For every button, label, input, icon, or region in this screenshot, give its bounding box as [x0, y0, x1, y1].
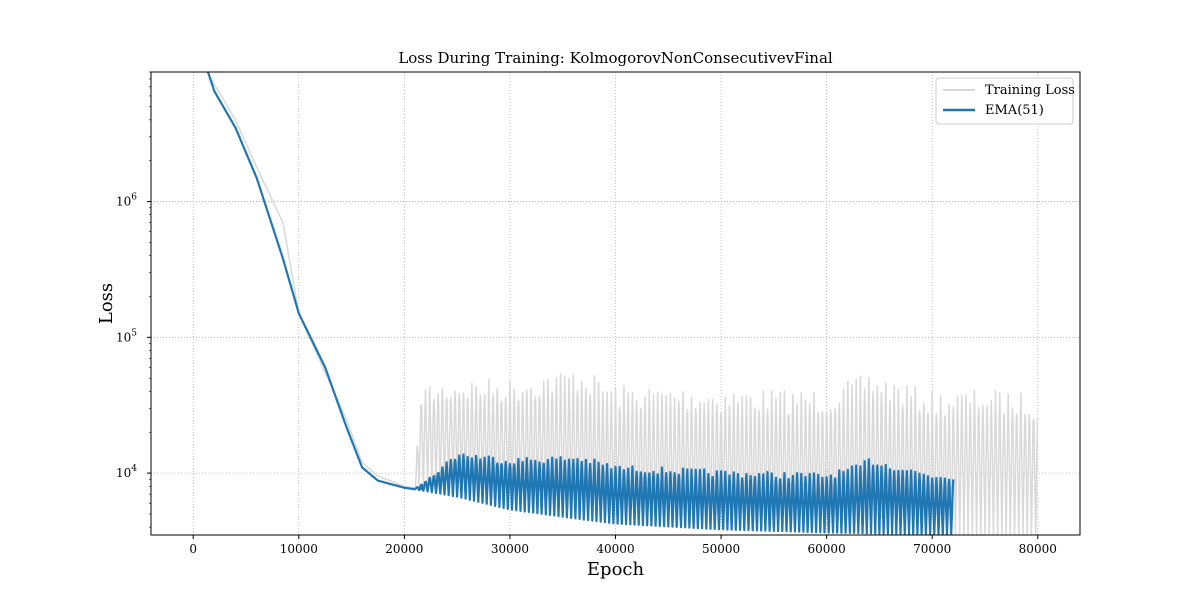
legend: Training Loss EMA(51) [935, 77, 1075, 125]
legend-label-training-loss: Training Loss [985, 83, 1075, 98]
series-line-ema [206, 72, 955, 535]
y-tick-label: 104 [116, 464, 137, 480]
chart-title: Loss During Training: KolmogorovNonConse… [398, 49, 833, 67]
x-tick-label: 40000 [596, 542, 634, 556]
x-tick-label: 20000 [385, 542, 423, 556]
x-tick-label: 10000 [280, 542, 318, 556]
y-tick-label: 106 [116, 193, 137, 209]
x-tick-label: 50000 [702, 542, 740, 556]
x-tick-label: 80000 [1019, 542, 1057, 556]
x-axis-ticks: 0 10000 20000 30000 40000 50000 60000 70000 8000… [189, 535, 1057, 556]
series-group [206, 72, 1039, 535]
x-axis-label: Epoch [587, 559, 645, 580]
x-tick-label: 70000 [913, 542, 951, 556]
x-tick-label: 60000 [808, 542, 846, 556]
x-tick-label: 0 [189, 542, 197, 556]
y-tick-label: 105 [116, 328, 137, 344]
legend-label-ema: EMA(51) [985, 103, 1044, 118]
y-axis-label: Loss [96, 283, 117, 324]
y-axis-ticks: 104 105 106 [116, 71, 151, 528]
x-tick-label: 30000 [491, 542, 529, 556]
